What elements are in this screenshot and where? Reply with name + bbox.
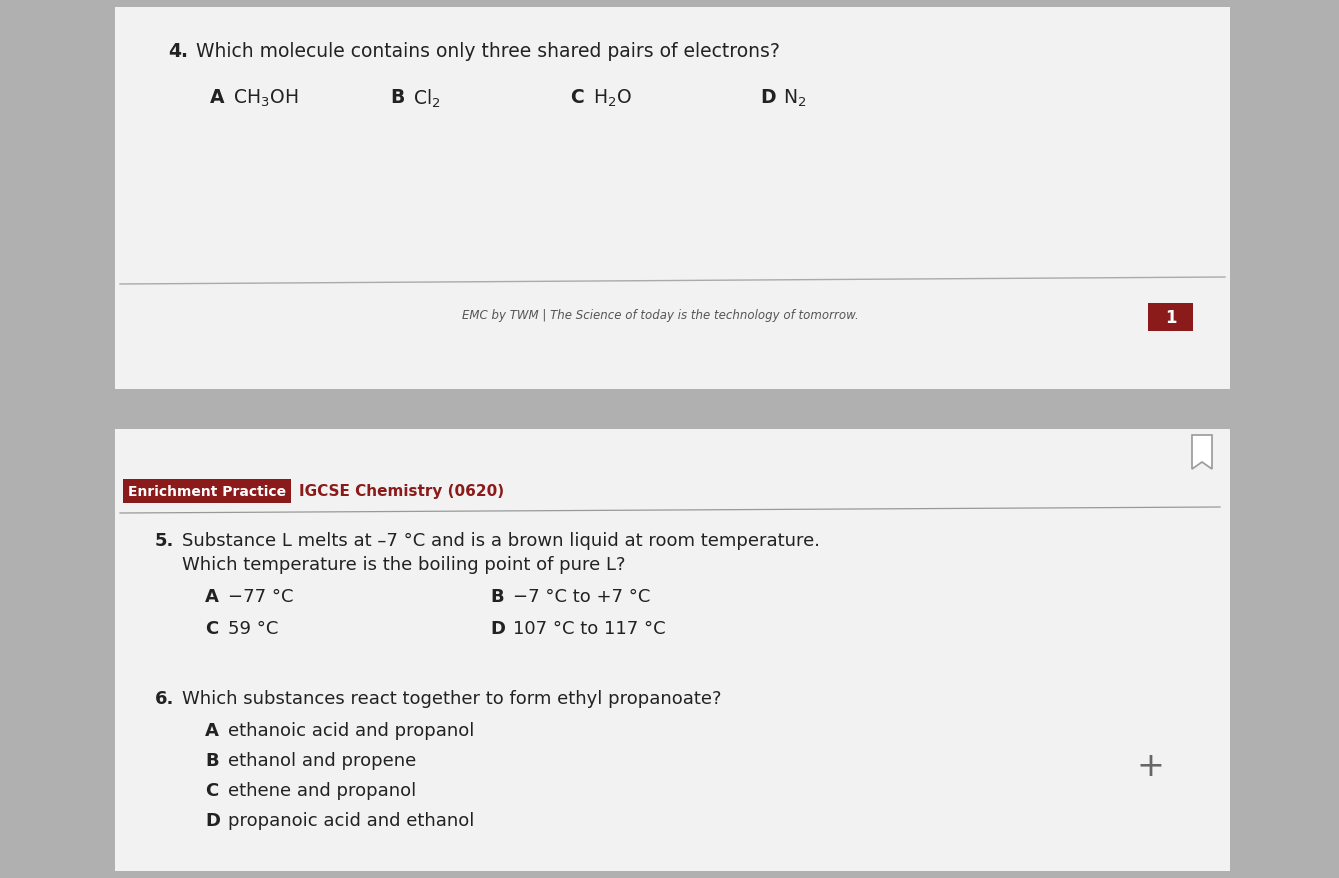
Bar — [1148, 304, 1193, 332]
Text: −77 °C: −77 °C — [228, 587, 293, 605]
Text: IGCSE Chemistry (0620): IGCSE Chemistry (0620) — [299, 484, 503, 499]
Text: Cl$_2$: Cl$_2$ — [412, 88, 441, 110]
Text: C: C — [205, 619, 218, 637]
Text: Substance L melts at –7 °C and is a brown liquid at room temperature.: Substance L melts at –7 °C and is a brow… — [182, 531, 819, 550]
Text: A: A — [210, 88, 225, 107]
Text: 5.: 5. — [155, 531, 174, 550]
Text: 6.: 6. — [155, 689, 174, 707]
Bar — [123, 479, 291, 503]
Text: H$_2$O: H$_2$O — [593, 88, 632, 109]
Text: D: D — [205, 811, 220, 829]
Text: Which substances react together to form ethyl propanoate?: Which substances react together to form … — [182, 689, 722, 707]
Text: C: C — [205, 781, 218, 799]
Text: B: B — [205, 752, 218, 769]
Text: CH$_3$OH: CH$_3$OH — [233, 88, 299, 109]
Text: 59 °C: 59 °C — [228, 619, 279, 637]
Polygon shape — [1192, 435, 1212, 470]
Text: EMC by TWM | The Science of today is the technology of tomorrow.: EMC by TWM | The Science of today is the… — [462, 309, 858, 322]
Text: N$_2$: N$_2$ — [783, 88, 806, 109]
Text: ethene and propanol: ethene and propanol — [228, 781, 416, 799]
Text: C: C — [570, 88, 584, 107]
Bar — [115, 8, 1231, 390]
Text: 4.: 4. — [167, 42, 187, 61]
Text: 1: 1 — [1165, 309, 1176, 327]
Text: ethanol and propene: ethanol and propene — [228, 752, 416, 769]
Text: Which molecule contains only three shared pairs of electrons?: Which molecule contains only three share… — [195, 42, 779, 61]
Text: B: B — [490, 587, 503, 605]
Text: A: A — [205, 721, 218, 739]
Text: D: D — [761, 88, 775, 107]
Bar — [115, 429, 1231, 871]
Text: Which temperature is the boiling point of pure L?: Which temperature is the boiling point o… — [182, 556, 625, 573]
Text: B: B — [390, 88, 404, 107]
Text: propanoic acid and ethanol: propanoic acid and ethanol — [228, 811, 474, 829]
Text: ethanoic acid and propanol: ethanoic acid and propanol — [228, 721, 474, 739]
Text: D: D — [490, 619, 505, 637]
Text: 107 °C to 117 °C: 107 °C to 117 °C — [513, 619, 665, 637]
Text: Enrichment Practice: Enrichment Practice — [129, 485, 287, 499]
Text: −7 °C to +7 °C: −7 °C to +7 °C — [513, 587, 651, 605]
Text: A: A — [205, 587, 218, 605]
Text: +: + — [1135, 750, 1164, 782]
